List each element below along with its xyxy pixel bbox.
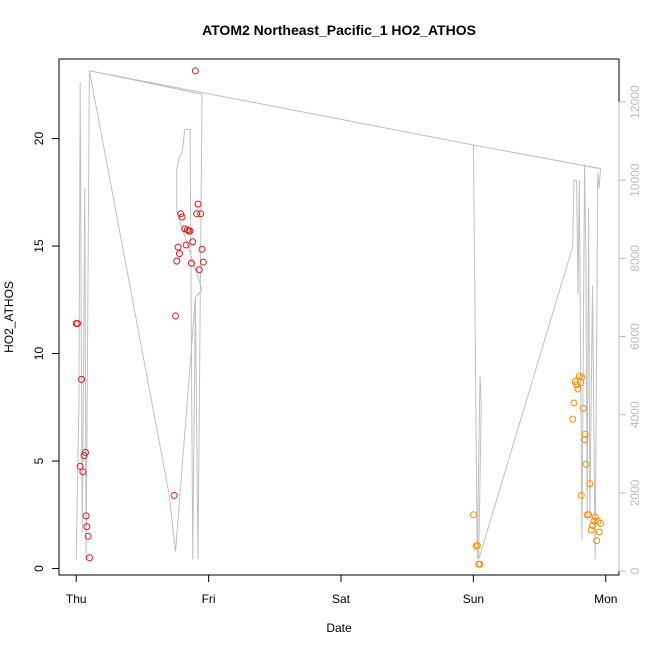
data-point bbox=[586, 480, 594, 488]
data-point bbox=[570, 399, 578, 407]
x-tick-label: Thu bbox=[66, 592, 87, 606]
data-point bbox=[596, 519, 604, 527]
y2-tick-label: 0 bbox=[628, 567, 642, 574]
data-point bbox=[182, 241, 190, 249]
points-layer bbox=[72, 67, 604, 568]
x-tick-label: Sun bbox=[463, 592, 484, 606]
data-point bbox=[592, 537, 600, 545]
y-tick-label: 10 bbox=[32, 347, 46, 361]
data-point bbox=[187, 259, 195, 267]
y2-tick-label: 2000 bbox=[628, 479, 642, 506]
y2-tick-label: 4000 bbox=[628, 401, 642, 428]
data-point bbox=[84, 532, 92, 540]
data-point bbox=[581, 436, 589, 444]
data-point bbox=[476, 560, 484, 568]
data-point bbox=[79, 468, 87, 476]
data-point bbox=[173, 257, 181, 265]
data-point bbox=[199, 258, 207, 266]
data-point bbox=[81, 448, 89, 456]
secondary-line-layer bbox=[75, 70, 602, 560]
secondary-series-line bbox=[75, 70, 602, 560]
axes-layer: Thu Fri Sat Sun Mon 0 5 10 15 20 0 2000 4000 6000 8000… bbox=[32, 85, 642, 606]
y-tick-label: 5 bbox=[32, 457, 46, 464]
data-point bbox=[175, 250, 183, 258]
data-point bbox=[571, 378, 579, 385]
data-point bbox=[174, 243, 182, 251]
data-point bbox=[473, 541, 481, 549]
data-point bbox=[177, 210, 185, 218]
y2-tick-label: 12000 bbox=[628, 85, 642, 119]
data-point bbox=[587, 526, 595, 534]
data-point bbox=[76, 462, 84, 470]
y2-tick-label: 6000 bbox=[628, 323, 642, 350]
data-point bbox=[469, 511, 477, 519]
data-point bbox=[189, 238, 197, 246]
x-axis-label: Date bbox=[326, 621, 352, 635]
data-point bbox=[85, 554, 93, 562]
x-tick-label: Mon bbox=[594, 592, 617, 606]
data-point bbox=[574, 385, 582, 393]
data-point bbox=[569, 415, 577, 423]
data-point bbox=[198, 245, 206, 253]
x-tick-label: Fri bbox=[202, 592, 216, 606]
data-point bbox=[170, 491, 178, 499]
y-tick-label: 20 bbox=[32, 132, 46, 146]
data-point bbox=[195, 266, 203, 274]
data-point bbox=[193, 210, 201, 218]
data-point bbox=[589, 522, 597, 530]
data-point bbox=[595, 528, 603, 536]
data-point bbox=[585, 511, 593, 519]
data-point bbox=[579, 404, 587, 412]
data-point bbox=[191, 67, 199, 75]
data-point bbox=[197, 210, 205, 218]
data-point bbox=[590, 517, 598, 525]
y-tick-label: 15 bbox=[32, 239, 46, 253]
plot-frame bbox=[58, 58, 620, 576]
data-point bbox=[577, 491, 585, 499]
data-point bbox=[78, 375, 86, 383]
data-point bbox=[80, 452, 88, 460]
y-tick-label: 0 bbox=[32, 565, 46, 572]
data-point bbox=[172, 312, 180, 320]
data-point bbox=[186, 227, 194, 235]
data-point bbox=[582, 460, 590, 468]
data-point bbox=[194, 200, 202, 208]
data-point bbox=[74, 319, 82, 327]
y-axis-label: HO2_ATHOS bbox=[2, 281, 16, 353]
data-point bbox=[82, 512, 90, 520]
y2-tick-label: 10000 bbox=[628, 163, 642, 197]
data-point bbox=[83, 523, 91, 531]
chart-title: ATOM2 Northeast_Pacific_1 HO2_ATHOS bbox=[202, 22, 476, 38]
y2-tick-label: 8000 bbox=[628, 245, 642, 272]
data-point bbox=[178, 213, 186, 221]
data-point bbox=[573, 381, 581, 389]
data-point bbox=[578, 373, 586, 381]
x-tick-label: Sat bbox=[332, 592, 351, 606]
data-point bbox=[581, 430, 589, 438]
